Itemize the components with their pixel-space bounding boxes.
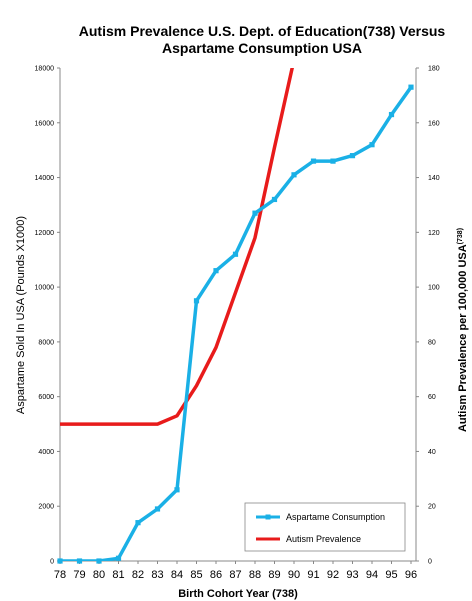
data-point-aspartame [349, 153, 356, 159]
right-tick-label: 180 [428, 66, 440, 73]
chart-title-line1: Autism Prevalence U.S. Dept. of Educatio… [79, 23, 446, 39]
data-point-aspartame [232, 251, 239, 257]
right-tick-label: 60 [428, 394, 436, 401]
right-tick-label: 0 [428, 559, 432, 566]
plot-area [59, 68, 417, 562]
data-point-aspartame [193, 298, 200, 304]
left-tick-label: 2000 [38, 504, 54, 511]
left-tick-label: 4000 [38, 449, 54, 456]
data-point-aspartame [291, 172, 297, 178]
left-tick-label: 16000 [35, 120, 55, 127]
x-tick-label: 78 [54, 569, 66, 581]
right-tick-label: 120 [428, 230, 440, 237]
x-tick-label: 95 [385, 569, 397, 581]
left-tick-label: 8000 [38, 339, 54, 346]
x-tick-label: 85 [190, 569, 202, 581]
data-point-aspartame [213, 268, 219, 274]
left-tick-label: 10000 [35, 285, 55, 292]
data-point-aspartame [96, 558, 102, 564]
x-tick-label: 81 [112, 569, 124, 581]
data-point-aspartame [115, 555, 122, 561]
x-tick-label: 94 [366, 569, 378, 581]
left-tick-label: 12000 [35, 230, 55, 237]
x-tick-label: 82 [132, 569, 144, 581]
legend-box [244, 502, 406, 552]
data-point-aspartame [388, 111, 395, 118]
right-tick-label: 40 [428, 449, 436, 456]
left-tick-label: 14000 [35, 175, 55, 182]
right-tick-label: 140 [428, 175, 440, 182]
right-tick-label: 160 [428, 120, 440, 127]
left-axis-ticks: 0 2000 4000 6000 8000 10000 12000 14000 16000 180… [35, 66, 60, 566]
left-tick-label: 18000 [35, 66, 55, 73]
legend-label-aspartame: Aspartame Consumption [286, 512, 385, 522]
x-tick-label: 88 [249, 569, 261, 581]
x-tick-label: 93 [346, 569, 358, 581]
data-point-aspartame [330, 158, 336, 164]
legend-label-autism: Autism Prevalence [286, 534, 361, 544]
x-axis-ticks: 78 79 80 81 82 83 84 85 86 87 88 89 90 91 92 93 94 95 96 [54, 561, 417, 581]
y-axis-label-right-ref: (738) [457, 228, 464, 244]
x-tick-label: 92 [327, 569, 339, 581]
x-tick-label: 89 [268, 569, 280, 581]
left-tick-label: 0 [50, 559, 54, 566]
data-point-aspartame [252, 210, 258, 216]
x-tick-label: 79 [73, 569, 85, 581]
x-tick-label: 87 [229, 569, 241, 581]
data-point-aspartame [369, 142, 375, 148]
series-layer [57, 68, 414, 564]
svg-text:Autism Prevalence per 100,000: Autism Prevalence per 100,000 USA(738) [457, 228, 469, 432]
data-point-aspartame [57, 558, 63, 564]
right-tick-label: 80 [428, 339, 436, 346]
data-point-aspartame [408, 84, 414, 90]
series-line-aspartame [60, 86, 413, 561]
right-tick-label: 20 [428, 504, 436, 511]
right-axis-ticks: 0 20 40 60 80 100 120 140 160 180 [416, 66, 440, 566]
y-axis-label-right: Autism Prevalence per 100,000 USA(738) [457, 228, 469, 432]
data-point-aspartame [135, 520, 141, 526]
x-tick-label: 90 [288, 569, 300, 581]
x-tick-label: 96 [405, 569, 417, 581]
data-point-aspartame [310, 158, 317, 164]
series-line-autism [60, 68, 294, 426]
right-tick-label: 100 [428, 285, 440, 292]
chart-title-line2: Aspartame Consumption USA [162, 40, 362, 56]
y-axis-label-left: Aspartame Sold In USA (Pounds X1000) [15, 216, 27, 414]
data-point-aspartame [271, 196, 278, 203]
data-point-aspartame [76, 558, 83, 564]
x-axis-label: Birth Cohort Year (738) [178, 588, 298, 600]
x-tick-label: 80 [93, 569, 105, 581]
x-tick-label: 86 [210, 569, 222, 581]
x-tick-label: 84 [171, 569, 183, 581]
left-tick-label: 6000 [38, 394, 54, 401]
legend: Aspartame Consumption Autism Prevalence [244, 502, 406, 552]
x-tick-label: 83 [151, 569, 163, 581]
legend-marker-aspartame [265, 514, 271, 520]
x-tick-label: 91 [307, 569, 319, 581]
data-point-aspartame [154, 506, 161, 512]
data-point-aspartame [174, 487, 180, 493]
y-axis-label-right-text: Autism Prevalence per 100,000 USA [457, 244, 469, 432]
